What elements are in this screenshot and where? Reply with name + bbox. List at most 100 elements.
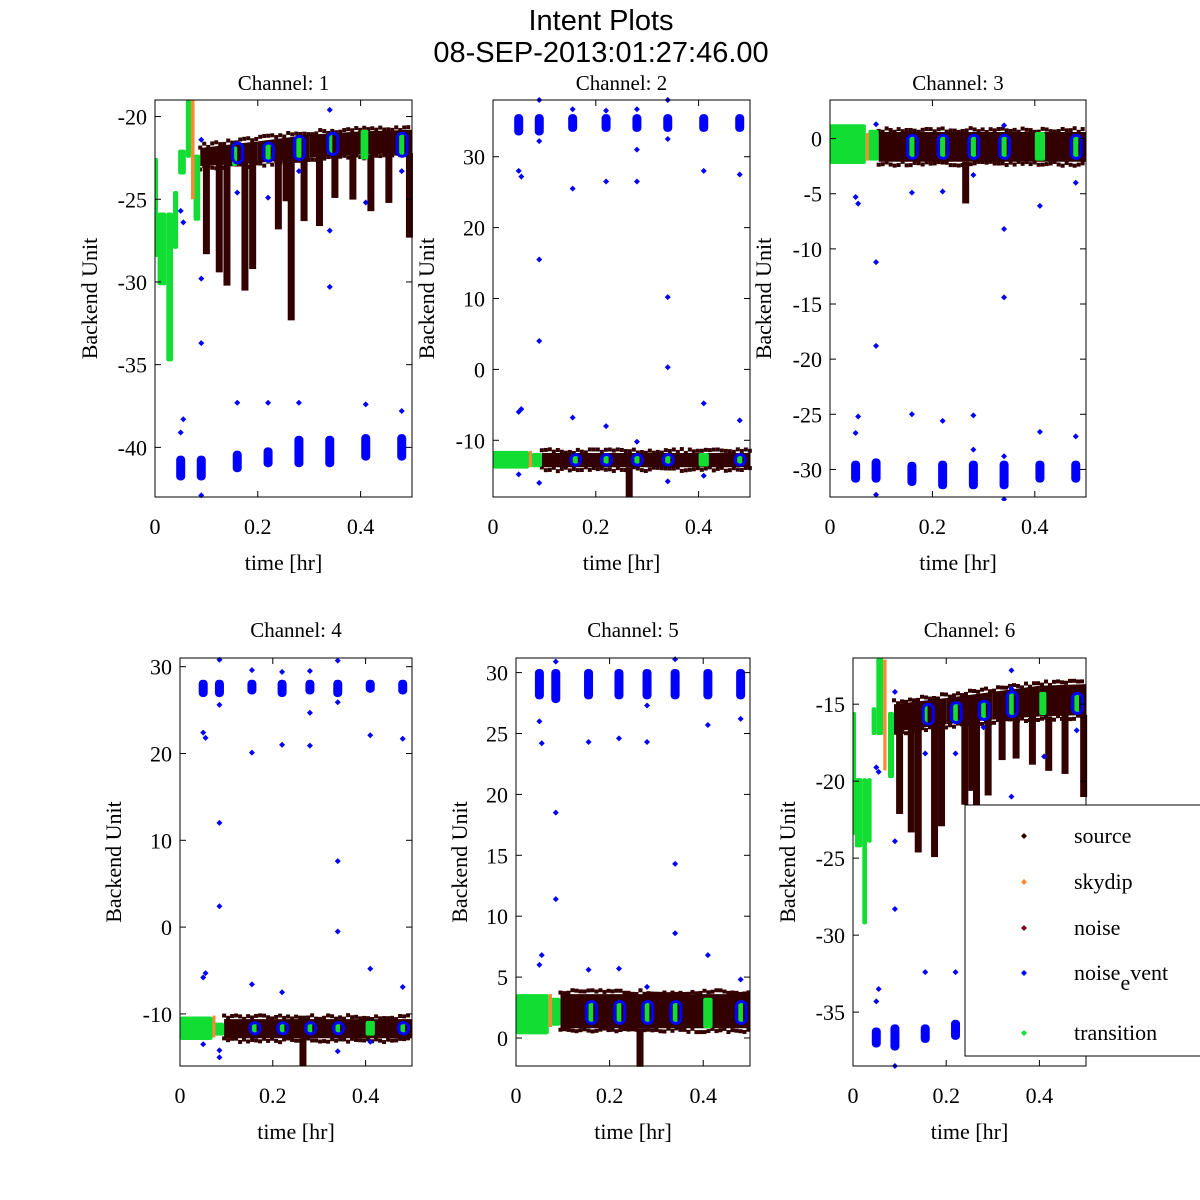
noise-event-point bbox=[177, 429, 184, 436]
source-point bbox=[322, 156, 327, 161]
source-point bbox=[948, 694, 953, 699]
noise-event-point bbox=[265, 194, 272, 201]
noise-event-cluster bbox=[568, 114, 578, 132]
y-tick-label: 25 bbox=[486, 722, 508, 747]
source-point bbox=[896, 701, 901, 706]
noise-event-point bbox=[1001, 294, 1008, 301]
x-tick-label: 0.2 bbox=[932, 1083, 960, 1108]
source-point bbox=[699, 467, 704, 472]
source-point bbox=[916, 697, 921, 702]
source-point bbox=[928, 725, 933, 730]
transition-band bbox=[400, 1022, 406, 1034]
source-point bbox=[595, 467, 600, 472]
noise-event-point bbox=[664, 135, 671, 142]
source-point bbox=[662, 1029, 667, 1034]
legend-item-source: source bbox=[1021, 823, 1131, 848]
source-point bbox=[984, 129, 989, 134]
source-point bbox=[964, 691, 969, 696]
source-point bbox=[567, 468, 572, 473]
legend-label: skydip bbox=[1074, 869, 1133, 894]
y-tick-label: -35 bbox=[118, 353, 147, 378]
source-point bbox=[690, 1026, 695, 1031]
source-point bbox=[571, 450, 576, 455]
transition-band bbox=[185, 100, 191, 158]
source-point bbox=[618, 988, 623, 993]
source-point bbox=[1016, 683, 1021, 688]
noise-event-point bbox=[873, 342, 880, 349]
source-point bbox=[687, 467, 692, 472]
source-point bbox=[262, 163, 267, 168]
transition-band bbox=[588, 1001, 594, 1024]
transition-band bbox=[1001, 135, 1007, 159]
source-point bbox=[900, 699, 905, 704]
source-point bbox=[727, 468, 732, 473]
transition-band bbox=[871, 707, 877, 735]
source-point bbox=[286, 1036, 291, 1041]
source-point bbox=[896, 127, 901, 132]
source-point bbox=[972, 161, 977, 166]
y-tick-label: -25 bbox=[816, 846, 845, 871]
source-point bbox=[398, 1036, 403, 1041]
source-point bbox=[370, 126, 375, 131]
noise-event-point bbox=[1008, 685, 1015, 692]
source-point bbox=[294, 158, 299, 163]
source-point bbox=[667, 466, 672, 471]
source-point bbox=[666, 1026, 671, 1031]
noise-event-point bbox=[362, 401, 369, 408]
noise-event-cluster bbox=[951, 1019, 961, 1040]
legend-item-noise-event: noiseevent bbox=[1021, 960, 1168, 995]
source-point bbox=[631, 465, 636, 470]
source-point bbox=[574, 988, 579, 993]
source-point bbox=[374, 1037, 379, 1042]
noise-event-point bbox=[873, 121, 880, 128]
source-point bbox=[650, 991, 655, 996]
y-tick-label: -15 bbox=[816, 692, 845, 717]
source-point bbox=[326, 155, 331, 160]
source-point bbox=[402, 125, 407, 130]
source-dip bbox=[972, 719, 980, 838]
source-point bbox=[258, 134, 263, 139]
source-point bbox=[298, 1015, 303, 1020]
source-point bbox=[210, 165, 215, 170]
source-point bbox=[638, 988, 643, 993]
noise-event-ring bbox=[630, 452, 644, 467]
plot-area bbox=[516, 656, 751, 1067]
legend: source skydip noise noiseevent transition bbox=[964, 804, 1200, 1057]
noise-event-point bbox=[700, 472, 707, 479]
source-point bbox=[1068, 678, 1073, 683]
noise-event-point bbox=[399, 735, 406, 742]
source-point bbox=[602, 990, 607, 995]
x-tick-label: 0 bbox=[175, 1083, 186, 1108]
source-point bbox=[735, 467, 740, 472]
noise-event-ring bbox=[304, 1021, 318, 1036]
source-point bbox=[908, 127, 913, 132]
source-point bbox=[635, 466, 640, 471]
source-point bbox=[615, 447, 620, 452]
source-point bbox=[707, 448, 712, 453]
source-point bbox=[595, 447, 600, 452]
noise-event-cluster bbox=[534, 668, 544, 700]
noise-event-point bbox=[569, 414, 576, 421]
transition-band bbox=[953, 702, 958, 723]
transition-band bbox=[698, 453, 709, 467]
source-point bbox=[743, 465, 748, 470]
source-point bbox=[727, 449, 732, 454]
axes-frame bbox=[829, 99, 1087, 498]
source-point bbox=[394, 125, 399, 130]
source-point bbox=[702, 988, 707, 993]
subplot-channel-4: 0 0.2 0.4 -10 0 10 20 30 Channel: 4 time [hr] Back… bbox=[101, 618, 413, 1144]
source-point bbox=[362, 1015, 367, 1020]
noise-event-cluster bbox=[890, 1024, 900, 1051]
source-point bbox=[354, 1037, 359, 1042]
transition-band bbox=[1074, 693, 1080, 714]
noise-event-point bbox=[585, 966, 592, 973]
source-point bbox=[694, 991, 699, 996]
source-point bbox=[924, 160, 929, 165]
source-point bbox=[718, 988, 723, 993]
source-point bbox=[742, 991, 747, 996]
source-point bbox=[622, 1027, 627, 1032]
source-point bbox=[739, 448, 744, 453]
transition-band bbox=[665, 454, 671, 466]
noise-event-point bbox=[279, 989, 286, 996]
source-point bbox=[1076, 162, 1081, 167]
